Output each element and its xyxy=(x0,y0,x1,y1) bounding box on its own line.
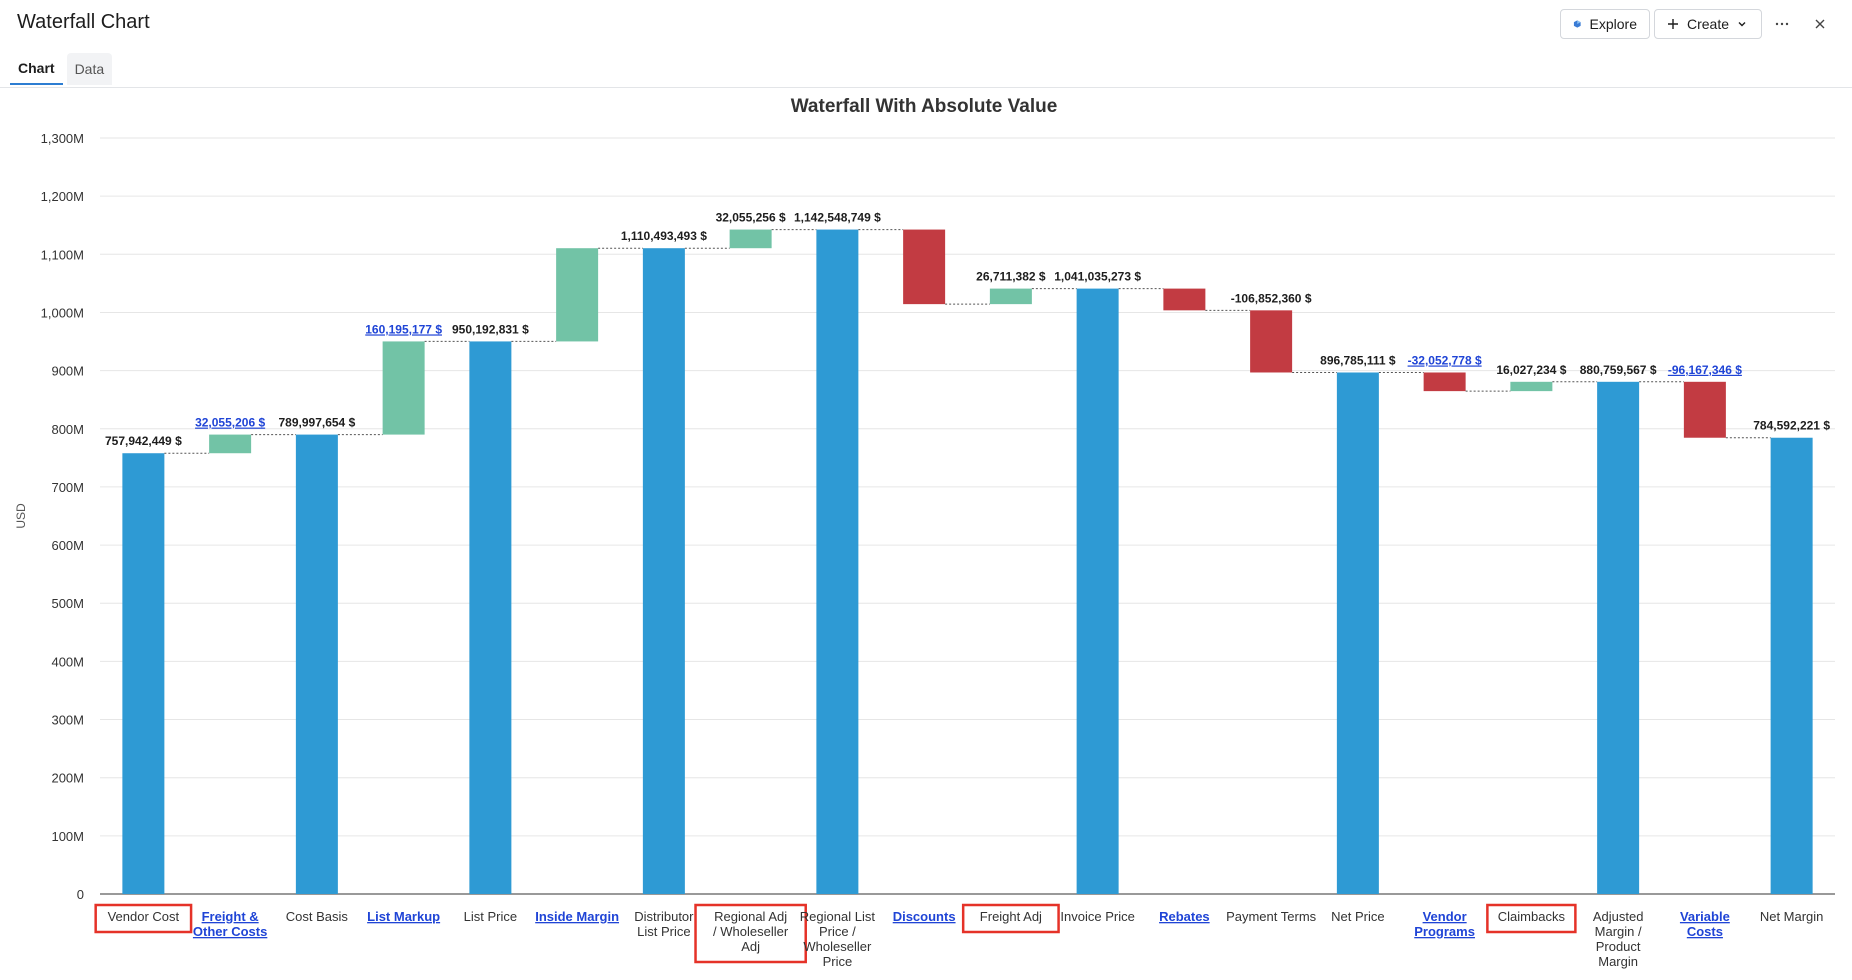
waterfall-bar[interactable] xyxy=(816,229,859,894)
x-tick-label: Claimbacks xyxy=(1498,909,1566,924)
data-label: 789,997,654 $ xyxy=(279,416,356,430)
data-label: 1,110,493,493 $ xyxy=(621,229,707,243)
waterfall-bar[interactable] xyxy=(729,229,772,249)
explore-button[interactable]: Explore xyxy=(1560,9,1650,39)
y-tick-label: 1,300M xyxy=(41,131,84,146)
data-label: 1,142,548,749 $ xyxy=(794,211,881,225)
header-bar: Waterfall Chart Explore Create xyxy=(0,0,1852,48)
waterfall-bar[interactable] xyxy=(469,341,512,894)
x-tick-label: Net Price xyxy=(1331,909,1384,924)
x-tick-label: List Price xyxy=(464,909,517,924)
y-tick-label: 900M xyxy=(51,364,84,379)
waterfall-bar[interactable] xyxy=(1510,381,1553,392)
y-axis-label: USD xyxy=(14,503,28,529)
y-tick-label: 700M xyxy=(51,480,84,495)
x-tick-label[interactable]: List Markup xyxy=(367,909,440,924)
highlight-box xyxy=(961,903,1060,934)
waterfall-bar[interactable] xyxy=(382,341,425,435)
x-tick-label: Distributor List Price xyxy=(634,909,694,939)
y-tick-label: 400M xyxy=(51,654,84,669)
chevron-down-icon xyxy=(1738,22,1746,27)
y-tick-label: 1,100M xyxy=(41,247,84,262)
page-title: Waterfall Chart xyxy=(17,11,150,33)
data-label: 950,192,831 $ xyxy=(452,322,529,336)
waterfall-bar[interactable] xyxy=(556,248,599,342)
data-label: 1,041,035,273 $ xyxy=(1054,270,1141,284)
x-tick-label: Adjusted Margin / Product Margin xyxy=(1593,909,1644,969)
x-tick-label: Regional Adj / Wholeseller Adj xyxy=(713,909,789,954)
create-label: Create xyxy=(1687,16,1730,32)
x-tick-label[interactable]: Variable Costs xyxy=(1680,909,1730,939)
x-tick-label[interactable]: Rebates xyxy=(1159,909,1210,924)
tab-chart[interactable]: Chart xyxy=(10,53,63,85)
plus-icon xyxy=(1668,19,1678,29)
tab-divider xyxy=(0,87,1852,88)
y-tick-label: 500M xyxy=(51,596,84,611)
x-tick-label: Net Margin xyxy=(1760,909,1824,924)
x-tick-label: Cost Basis xyxy=(286,909,349,924)
more-icon[interactable] xyxy=(1770,12,1794,36)
data-label: 880,759,567 $ xyxy=(1580,363,1657,377)
data-label: 784,592,221 $ xyxy=(1753,419,1830,433)
data-label: 16,027,234 $ xyxy=(1496,363,1566,377)
tab-data[interactable]: Data xyxy=(66,53,113,85)
y-tick-label: 1,000M xyxy=(41,305,84,320)
data-label[interactable]: 160,195,177 $ xyxy=(365,322,442,336)
explore-label: Explore xyxy=(1589,16,1637,32)
chart-title: Waterfall With Absolute Value xyxy=(791,96,1058,117)
x-tick-label: Regional List Price / Wholeseller Price xyxy=(800,909,876,969)
waterfall-bar[interactable] xyxy=(122,453,165,894)
highlight-box xyxy=(694,903,807,964)
waterfall-bar[interactable] xyxy=(642,248,685,894)
y-tick-label: 300M xyxy=(51,713,84,728)
y-tick-label: 800M xyxy=(51,422,84,437)
explore-icon xyxy=(1573,20,1581,28)
x-tick-label: Freight Adj xyxy=(980,909,1042,924)
waterfall-chart: Waterfall With Absolute Value 0 100M 200M 30… xyxy=(14,96,1835,969)
y-tick-label: 1,200M xyxy=(41,189,84,204)
x-tick-label: Payment Terms xyxy=(1226,909,1317,924)
highlight-box xyxy=(94,903,193,934)
highlight-box xyxy=(1486,903,1577,934)
waterfall-bar[interactable] xyxy=(295,434,338,894)
x-tick-label[interactable]: Discounts xyxy=(893,909,956,924)
y-tick-label: 100M xyxy=(51,829,84,844)
waterfall-bar[interactable] xyxy=(1336,372,1379,894)
data-label: -106,852,360 $ xyxy=(1231,291,1312,305)
data-label: 757,942,449 $ xyxy=(105,434,182,448)
x-tick-label[interactable]: Inside Margin xyxy=(535,909,619,924)
waterfall-bar[interactable] xyxy=(1423,372,1466,392)
data-label[interactable]: 32,055,206 $ xyxy=(195,416,265,430)
y-tick-label: 200M xyxy=(51,771,84,786)
waterfall-bar[interactable] xyxy=(989,288,1032,305)
waterfall-bar[interactable] xyxy=(1597,381,1640,894)
x-tick-label: Invoice Price xyxy=(1060,909,1134,924)
x-tick-label[interactable]: Freight & Other Costs xyxy=(193,909,267,939)
close-icon[interactable] xyxy=(1808,12,1832,36)
waterfall-bar[interactable] xyxy=(209,434,252,454)
data-label: 32,055,256 $ xyxy=(716,211,786,225)
waterfall-bar[interactable] xyxy=(903,229,946,305)
data-label: 896,785,111 $ xyxy=(1320,353,1396,367)
y-tick-label: 0 xyxy=(77,887,84,902)
waterfall-bar[interactable] xyxy=(1250,310,1293,373)
waterfall-bar[interactable] xyxy=(1076,288,1119,894)
create-button[interactable]: Create xyxy=(1654,9,1762,39)
y-tick-label: 600M xyxy=(51,538,84,553)
x-tick-label: Vendor Cost xyxy=(108,909,180,924)
tab-bar: Chart Data xyxy=(10,53,113,87)
waterfall-bar[interactable] xyxy=(1163,288,1206,311)
data-label[interactable]: -96,167,346 $ xyxy=(1668,363,1742,377)
waterfall-bar[interactable] xyxy=(1683,381,1726,438)
data-label[interactable]: -32,052,778 $ xyxy=(1408,353,1482,367)
data-label: 26,711,382 $ xyxy=(976,270,1046,284)
waterfall-bar[interactable] xyxy=(1770,437,1813,894)
x-tick-label[interactable]: Vendor Programs xyxy=(1414,909,1475,939)
